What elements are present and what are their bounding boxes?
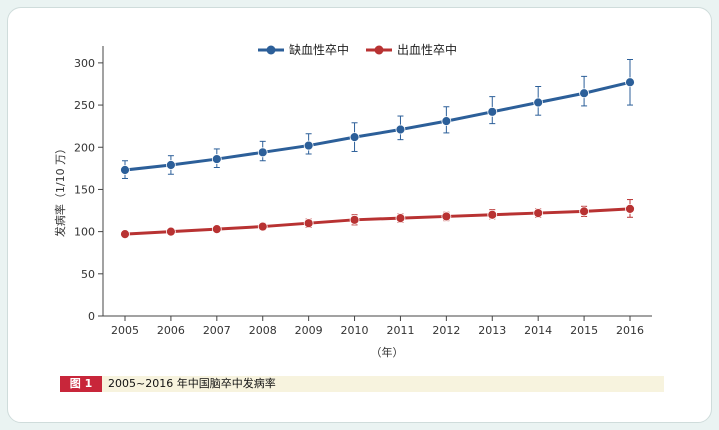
data-point-1-2010 [349,132,360,143]
x-tick-label-2010: 2010 [341,324,369,337]
x-tick-label-2007: 2007 [203,324,231,337]
y-tick-label-100: 100 [74,226,95,239]
data-point-2-2007 [211,224,222,234]
data-point-1-2012 [441,116,452,126]
y-tick-label-150: 150 [74,183,95,196]
data-point-1-2016 [625,77,635,88]
axes: 0 50 100 150 200 250 300 2005 2006 2007 2008 2009 20… [74,46,652,337]
y-tick-label-50: 50 [81,268,95,281]
data-point-2-2016 [625,203,635,214]
x-tick-label-2008: 2008 [249,324,277,337]
x-tick-label-2006: 2006 [157,324,185,337]
data-point-2-2012 [441,211,452,222]
data-point-2-2006 [166,226,176,237]
series-line-2 [124,207,631,236]
figure-frame [7,7,712,423]
data-point-1-2015 [579,88,589,99]
x-tick-label-2013: 2013 [478,324,506,337]
data-point-1-2011 [395,124,406,135]
series-1 [120,59,635,179]
data-point-1-2008 [257,147,268,158]
x-tick-label-2016: 2016 [616,324,644,337]
legend: 缺血性卒中 出血性卒中 [258,42,457,57]
x-axis-title: （年） [371,345,404,359]
data-point-2-2009 [303,218,314,229]
x-tick-label-2014: 2014 [524,324,552,337]
data-point-2-2013 [487,209,498,220]
data-point-2-2010 [349,214,360,225]
data-point-2-2015 [579,206,589,217]
series-line-1 [124,80,631,172]
data-point-1-2005 [120,165,130,175]
y-tick-label-200: 200 [74,141,95,154]
legend-label-2: 出血性卒中 [397,42,457,57]
y-tick-label-300: 300 [74,57,95,70]
legend-label-1: 缺血性卒中 [289,42,349,57]
figure-caption-text: 2005~2016 年中国脑卒中发病率 [108,377,276,390]
series-2 [120,199,635,240]
legend-marker-2 [374,45,384,55]
data-point-1-2007 [211,154,222,164]
figure-caption: 图 1 2005~2016 年中国脑卒中发病率 [60,376,664,392]
data-point-1-2013 [487,106,498,117]
x-tick-label-2009: 2009 [295,324,323,337]
x-tick-label-2015: 2015 [570,324,598,337]
y-tick-label-0: 0 [88,310,95,323]
data-point-2-2014 [533,208,544,218]
x-tick-label-2005: 2005 [111,324,139,337]
data-point-1-2006 [166,160,176,170]
x-tick-label-2011: 2011 [386,324,414,337]
y-tick-label-250: 250 [74,99,95,112]
data-point-1-2014 [533,97,544,108]
figure-number-badge: 图 1 [60,376,102,392]
data-point-1-2009 [303,140,314,151]
x-tick-label-2012: 2012 [432,324,460,337]
legend-marker-1 [266,45,276,55]
data-point-2-2008 [257,221,268,232]
series-layer [120,59,635,240]
y-axis-title: 发病率（1/10 万） [53,143,67,237]
data-point-2-2005 [120,229,130,240]
data-point-2-2011 [395,213,406,224]
